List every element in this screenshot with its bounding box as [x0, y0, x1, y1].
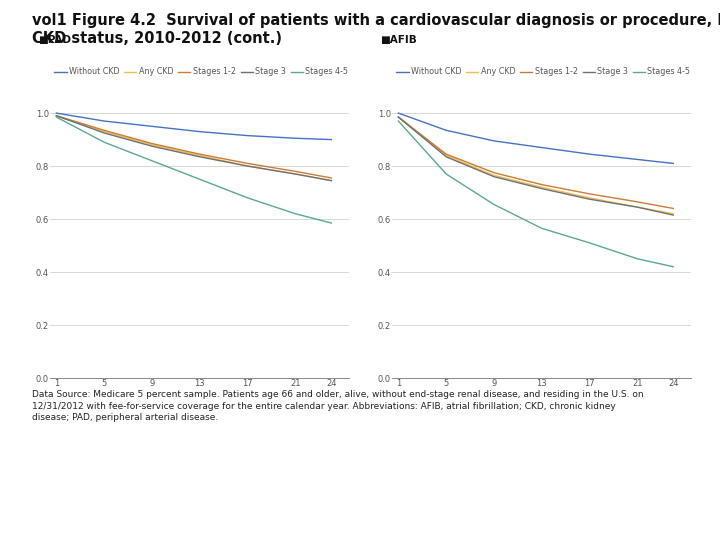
Text: 7: 7	[695, 512, 702, 522]
Text: UNITED STATES RENAL DATA SYSTEM: UNITED STATES RENAL DATA SYSTEM	[18, 528, 119, 532]
Text: ■AFIB: ■AFIB	[380, 36, 417, 45]
Text: vol1 Figure 4.2  Survival of patients with a cardiovascular diagnosis or procedu: vol1 Figure 4.2 Survival of patients wit…	[32, 14, 720, 29]
Text: Vol 1, CKD, Ch 4: Vol 1, CKD, Ch 4	[315, 512, 405, 522]
Text: Data Source: Medicare 5 percent sample. Patients age 66 and older, alive, withou: Data Source: Medicare 5 percent sample. …	[32, 390, 644, 422]
Text: USRDS: USRDS	[18, 502, 71, 516]
Text: ■PAD: ■PAD	[38, 36, 71, 45]
Legend: Without CKD, Any CKD, Stages 1-2, Stage 3, Stages 4-5: Without CKD, Any CKD, Stages 1-2, Stage …	[55, 68, 348, 76]
Legend: Without CKD, Any CKD, Stages 1-2, Stage 3, Stages 4-5: Without CKD, Any CKD, Stages 1-2, Stage …	[397, 68, 690, 76]
Text: CKD status, 2010-2012 (cont.): CKD status, 2010-2012 (cont.)	[32, 31, 282, 46]
